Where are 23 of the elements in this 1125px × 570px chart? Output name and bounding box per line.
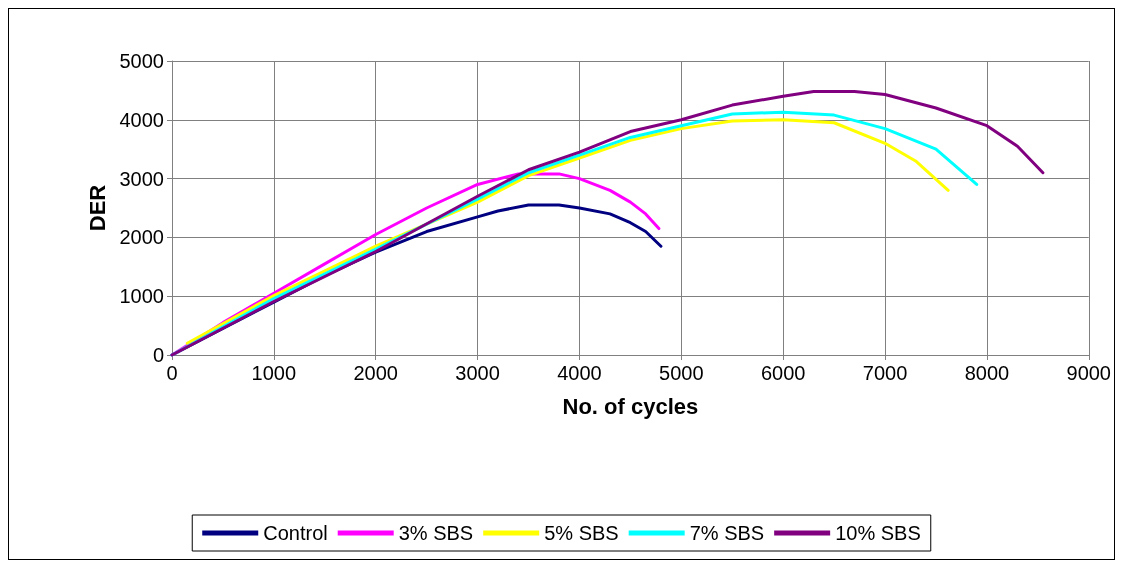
- y-tick-label: 2000: [119, 226, 164, 249]
- y-tick-label: 1000: [119, 285, 164, 308]
- legend-label: 7% SBS: [689, 522, 765, 544]
- x-tick-label: 2000: [353, 362, 398, 384]
- x-tick-label: 5000: [659, 362, 704, 384]
- y-tick-label: 3000: [119, 167, 164, 190]
- x-tick-label: 0: [166, 362, 178, 384]
- y-axis-title: DER: [85, 184, 111, 232]
- legend-label: 3% SBS: [398, 522, 474, 544]
- x-axis-title: No. of cycles: [562, 393, 699, 419]
- y-tick-label: 0: [152, 344, 164, 366]
- legend-label: 5% SBS: [544, 522, 619, 544]
- x-tick-label: 4000: [557, 362, 602, 384]
- x-tick-label: 1000: [251, 362, 297, 384]
- x-tick-label: 9000: [1066, 362, 1111, 384]
- legend-label: 10% SBS: [835, 522, 921, 544]
- x-tick-label: 6000: [760, 362, 806, 384]
- x-tick-label: 7000: [862, 362, 908, 384]
- y-tick-label: 4000: [119, 108, 164, 131]
- x-tick-label: 8000: [964, 362, 1010, 384]
- x-tick-label: 3000: [455, 362, 500, 384]
- y-tick-label: 5000: [119, 50, 164, 72]
- legend-label: Control: [263, 522, 328, 544]
